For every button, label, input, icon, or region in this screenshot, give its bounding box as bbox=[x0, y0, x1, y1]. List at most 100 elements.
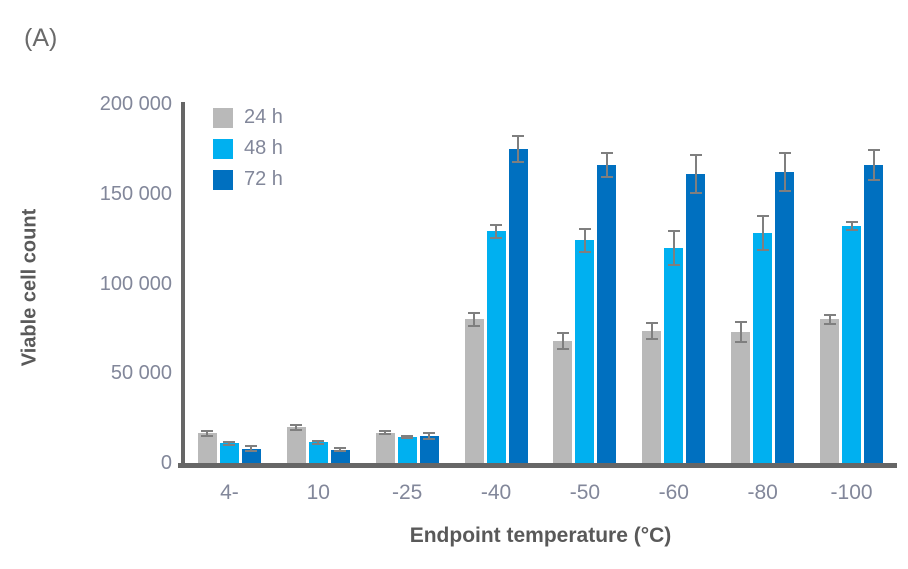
error-bar bbox=[490, 224, 503, 239]
error-bar-cap-bottom bbox=[645, 338, 658, 341]
bar-24h-10 bbox=[286, 427, 306, 463]
x-tick-label: 10 bbox=[306, 481, 330, 504]
error-bar-cap-top bbox=[468, 312, 481, 315]
error-bar bbox=[778, 152, 791, 192]
bar-24h--60 bbox=[642, 331, 662, 463]
error-bar-line bbox=[739, 321, 742, 343]
error-bar bbox=[379, 429, 392, 436]
error-bar-cap-top bbox=[290, 423, 303, 426]
error-bar bbox=[290, 423, 303, 431]
error-bar bbox=[201, 429, 214, 437]
error-bar bbox=[401, 435, 414, 439]
bar-48h--60 bbox=[664, 247, 684, 463]
x-tick-label: -100 bbox=[830, 481, 873, 504]
y-tick-label: 0 bbox=[160, 452, 172, 474]
legend-swatch-24h bbox=[213, 107, 233, 128]
error-bar-cap-bottom bbox=[578, 250, 591, 253]
error-bar-cap-top bbox=[556, 331, 569, 334]
error-bar-cap-bottom bbox=[867, 179, 880, 182]
bar-24h--25 bbox=[375, 432, 395, 463]
error-bar-cap-bottom bbox=[379, 433, 392, 436]
error-bar-cap-top bbox=[578, 227, 591, 230]
error-bar-line bbox=[761, 215, 764, 252]
error-bar-cap-bottom bbox=[312, 443, 325, 446]
error-bar-cap-top bbox=[245, 445, 258, 448]
error-bar-cap-bottom bbox=[689, 191, 702, 194]
error-bar-line bbox=[495, 224, 498, 239]
x-axis-line bbox=[178, 463, 897, 468]
y-axis-title: Viable cell count bbox=[18, 208, 41, 367]
error-bar-line bbox=[295, 423, 298, 431]
error-bar bbox=[423, 432, 436, 440]
error-bar-line bbox=[228, 440, 231, 446]
error-bar-cap-top bbox=[823, 314, 836, 316]
error-bar bbox=[667, 229, 680, 266]
legend-label: 72 h bbox=[244, 168, 283, 190]
error-bar-cap-bottom bbox=[334, 450, 347, 453]
bar-24h--80 bbox=[731, 331, 751, 463]
x-tick-label: -80 bbox=[747, 481, 778, 504]
error-bar-cap-top bbox=[379, 429, 392, 432]
bar-48h-4- bbox=[219, 443, 239, 463]
bar-48h-10 bbox=[308, 442, 328, 463]
error-bar bbox=[867, 148, 880, 182]
error-bar-cap-top bbox=[734, 321, 747, 324]
bar-72h--50 bbox=[597, 165, 617, 463]
x-axis-title: Endpoint temperature (°C) bbox=[409, 524, 672, 547]
bar-72h--60 bbox=[686, 174, 706, 463]
error-bar-cap-bottom bbox=[600, 175, 613, 178]
x-tick-label: -60 bbox=[658, 481, 689, 504]
error-bar-cap-bottom bbox=[290, 428, 303, 431]
error-bar-line bbox=[783, 152, 786, 192]
error-bar bbox=[556, 331, 569, 350]
x-tick-label: -40 bbox=[480, 481, 512, 504]
error-bar-cap-bottom bbox=[201, 434, 214, 437]
error-bar-cap-bottom bbox=[823, 322, 836, 325]
y-tick-label: 150 000 bbox=[99, 182, 172, 205]
bar-48h--100 bbox=[842, 226, 862, 463]
error-bar-cap-top bbox=[334, 446, 347, 449]
error-bar-cap-bottom bbox=[734, 340, 747, 343]
error-bar-cap-bottom bbox=[667, 263, 680, 266]
error-bar-cap-bottom bbox=[401, 436, 414, 439]
y-tick-label: 50 000 bbox=[110, 362, 172, 385]
error-bar-line bbox=[317, 439, 320, 446]
error-bar bbox=[823, 314, 836, 325]
legend-row: 72 h bbox=[213, 164, 283, 195]
error-bar-cap-top bbox=[689, 154, 702, 157]
y-tick-label: 200 000 bbox=[99, 93, 172, 115]
error-bar-cap-bottom bbox=[223, 443, 236, 446]
error-bar bbox=[334, 446, 347, 453]
error-bar bbox=[734, 321, 747, 343]
error-bar-line bbox=[672, 229, 675, 266]
error-bar bbox=[245, 445, 258, 453]
error-bar-cap-top bbox=[223, 440, 236, 443]
error-bar-line bbox=[384, 429, 387, 436]
error-bar-cap-bottom bbox=[512, 161, 525, 164]
error-bar bbox=[645, 322, 658, 341]
bar-24h--40 bbox=[464, 319, 484, 463]
y-tick-label: 100 000 bbox=[99, 272, 172, 295]
error-bar-cap-top bbox=[201, 429, 214, 432]
error-bar-line bbox=[517, 134, 520, 164]
error-bar-line bbox=[694, 154, 697, 194]
y-axis-line bbox=[181, 102, 185, 468]
error-bar-line bbox=[206, 429, 209, 437]
error-bar-line bbox=[428, 432, 431, 440]
legend-row: 24 h bbox=[213, 102, 283, 133]
bar-24h--100 bbox=[820, 319, 840, 463]
error-bar bbox=[689, 154, 702, 194]
legend-row: 48 h bbox=[213, 133, 283, 164]
error-bar-cap-bottom bbox=[556, 347, 569, 350]
error-bar-line bbox=[250, 445, 253, 453]
x-tick-label: 4- bbox=[220, 481, 239, 504]
error-bar-cap-top bbox=[312, 439, 325, 442]
legend-label: 48 h bbox=[244, 137, 283, 159]
error-bar-cap-top bbox=[756, 215, 769, 218]
error-bar-cap-top bbox=[867, 148, 880, 151]
bar-48h--40 bbox=[486, 231, 506, 463]
error-bar-line bbox=[828, 314, 831, 325]
legend-swatch-48h bbox=[213, 138, 233, 159]
bar-72h-4- bbox=[241, 448, 261, 463]
